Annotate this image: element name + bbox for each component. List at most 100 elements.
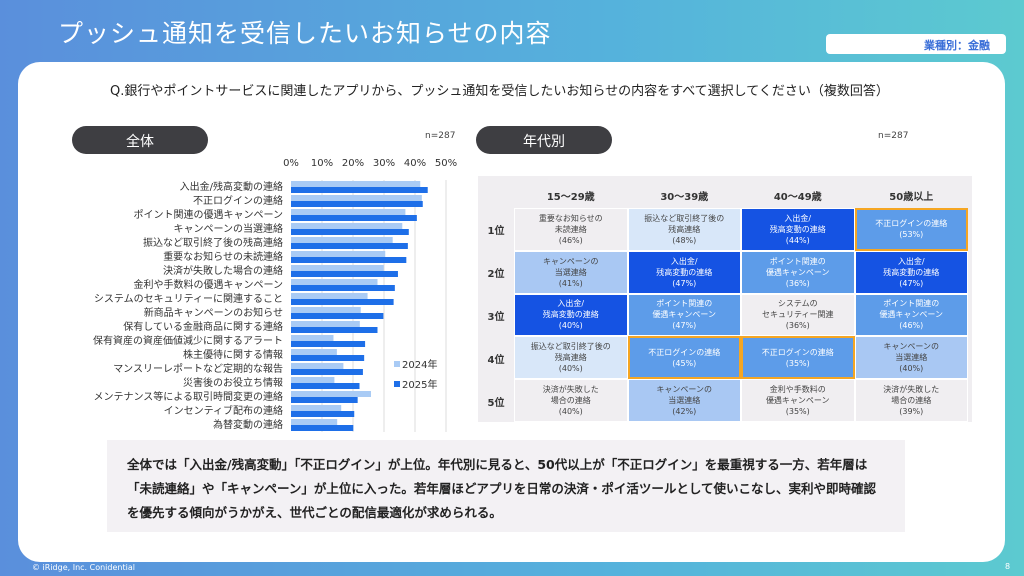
cell-label: キャンペーンの 当選連絡 xyxy=(656,385,713,406)
cell-percentage: (48%) xyxy=(672,235,697,245)
bar-2024年 xyxy=(291,391,371,397)
cell-label: ポイント関連の 優遇キャンペーン xyxy=(652,299,717,320)
cell-percentage: (42%) xyxy=(672,407,697,417)
cell-percentage: (53%) xyxy=(899,230,924,240)
column-header: 50歳以上 xyxy=(889,192,934,203)
cell-percentage: (40%) xyxy=(558,407,583,417)
bar-2024年 xyxy=(291,265,384,271)
cell-label: 入出金/ 残高変動の連絡 xyxy=(883,256,940,277)
page-title: プッシュ通知を受信したいお知らせの内容 xyxy=(58,19,552,48)
bar-2025年 xyxy=(291,355,365,361)
ranking-cell: 重要なお知らせの 未読連絡 (46%) xyxy=(514,208,628,251)
bar-2025年 xyxy=(291,411,355,417)
cell-label: 決済が失敗した 場合の連絡 xyxy=(542,385,599,406)
bar-2024年 xyxy=(291,223,403,229)
category-label: 保有資産の資産価値減少に関するアラート xyxy=(93,334,283,347)
ranking-cell: ポイント関連の 優遇キャンペーン (46%) xyxy=(854,293,968,337)
ranking-cell: ポイント関連の 優遇キャンペーン (47%) xyxy=(627,293,741,337)
column-header: 30〜39歳 xyxy=(660,192,709,203)
bar-2025年 xyxy=(291,397,358,403)
legend-swatch xyxy=(394,381,400,387)
cell-label: 不正ログインの連絡 xyxy=(648,347,721,357)
category-label: システムのセキュリティーに関連すること xyxy=(94,292,283,305)
summary-text: 全体では「入出金/残高変動」「不正ログイン」が上位。年代別に見ると、50代以上が… xyxy=(107,440,905,532)
overall-pill: 全体 xyxy=(72,126,208,154)
rank-label: 3位 xyxy=(487,312,505,323)
bar-2024年 xyxy=(291,307,361,313)
bar-2024年 xyxy=(291,321,360,327)
category-label: 決済が失敗した場合の連絡 xyxy=(163,264,283,277)
ranking-cell: 入出金/ 残高変動の連絡 (40%) xyxy=(514,293,628,337)
bar-2024年 xyxy=(291,195,422,201)
category-label: 新商品キャンペーンのお知らせ xyxy=(144,306,283,319)
by-age-n: n=287 xyxy=(878,131,909,141)
ranking-cell: システムの セキュリティー関連 (36%) xyxy=(741,293,855,337)
category-label: 保有している金融商品に関する連絡 xyxy=(123,320,283,333)
cell-label: 振込など取引終了後の 残高連絡 xyxy=(530,342,611,363)
rank-label: 1位 xyxy=(487,226,505,238)
cell-label: キャンペーンの 当選連絡 xyxy=(542,256,599,277)
bar-2024年 xyxy=(291,419,338,425)
cell-percentage: (39%) xyxy=(899,407,924,417)
rank-label: 5位 xyxy=(487,397,505,409)
category-label: ポイント関連の優遇キャンペーン xyxy=(134,208,284,221)
cell-percentage: (41%) xyxy=(558,278,583,288)
x-tick-label: 50% xyxy=(435,158,457,169)
cell-percentage: (35%) xyxy=(785,407,810,417)
x-tick-label: 30% xyxy=(373,158,395,169)
footer-copyright: © iRidge, Inc. Conidential xyxy=(32,563,135,572)
rank-label: 4位 xyxy=(487,354,505,366)
ranking-cell: キャンペーンの 当選連絡 (42%) xyxy=(627,379,741,422)
overall-n: n=287 xyxy=(425,131,456,141)
cell-label: 決済が失敗した 場合の連絡 xyxy=(883,385,940,406)
ranking-cell: ポイント関連の 優遇キャンペーン (36%) xyxy=(741,250,855,294)
industry-badge: 業種別：金融 xyxy=(826,34,1006,54)
category-label: 入出金/残高変動の連絡 xyxy=(180,180,283,193)
ranking-cell: 入出金/ 残高変動の連絡 (44%) xyxy=(741,208,855,251)
category-label: 為替変動の連絡 xyxy=(213,418,283,431)
ranking-cell: 振込など取引終了後の 残高連絡 (40%) xyxy=(514,336,628,380)
category-label: 株主優待に関する情報 xyxy=(183,348,283,361)
cell-label: 金利や手数料の 優遇キャンペーン xyxy=(765,385,830,406)
ranking-cell: 入出金/ 残高変動の連絡 (47%) xyxy=(627,250,741,294)
bar-2024年 xyxy=(291,363,344,369)
category-label: キャンペーンの当選連絡 xyxy=(174,222,284,235)
cell-label: システムの セキュリティー関連 xyxy=(761,299,834,320)
bar-2024年 xyxy=(291,349,337,355)
category-label: 災害後のお役立ち情報 xyxy=(183,376,283,389)
category-label: メンテナンス等による取引時間変更の連絡 xyxy=(94,390,284,403)
category-label: 重要なお知らせの未読連絡 xyxy=(163,250,283,263)
column-header: 15〜29歳 xyxy=(546,192,595,203)
cell-percentage: (46%) xyxy=(899,321,924,331)
bar-2024年 xyxy=(291,237,393,243)
bar-2025年 xyxy=(291,341,366,347)
bar-2024年 xyxy=(291,293,368,299)
cell-percentage: (47%) xyxy=(672,321,697,331)
cell-percentage: (47%) xyxy=(672,278,697,288)
by-age-pill: 年代別 xyxy=(476,126,612,154)
bar-chart: 0% 10% 20% 30% 40% 50% 入出金/残高変動の連絡不正ログインの連絡ポイン… xyxy=(93,158,457,432)
bar-2024年 xyxy=(291,377,335,383)
ranking-cell: 決済が失敗した 場合の連絡 (40%) xyxy=(514,379,628,422)
ranking-cell: 金利や手数料の 優遇キャンペーン (35%) xyxy=(741,379,855,422)
bar-2024年 xyxy=(291,279,378,285)
bar-2024年 xyxy=(291,181,421,187)
x-tick-label: 20% xyxy=(342,158,364,169)
column-header: 40〜49歳 xyxy=(773,192,822,203)
rank-label: 2位 xyxy=(487,269,505,281)
bar-2025年 xyxy=(291,257,407,263)
legend-label: 2024年 xyxy=(402,358,437,371)
age-ranking-table: 15〜29歳 30〜39歳 40〜49歳 50歳以上 1位 重要なお知らせの 未読連絡 (4… xyxy=(478,176,972,422)
x-tick-label: 40% xyxy=(404,158,426,169)
cell-label: 入出金/ 残高変動の連絡 xyxy=(542,299,599,320)
x-tick-label: 10% xyxy=(311,158,333,169)
bar-2025年 xyxy=(291,201,423,207)
bar-2025年 xyxy=(291,187,428,193)
cell-label: 振込など取引終了後の 残高連絡 xyxy=(644,213,725,234)
bar-2025年 xyxy=(291,299,394,305)
cell-label: 入出金/ 残高変動の連絡 xyxy=(656,256,713,277)
category-label: 金利や手数料の優遇キャンペーン xyxy=(134,278,284,291)
cell-label: ポイント関連の 優遇キャンペーン xyxy=(879,299,944,320)
category-label: 振込など取引終了後の残高連絡 xyxy=(143,236,283,249)
bar-2025年 xyxy=(291,425,354,431)
